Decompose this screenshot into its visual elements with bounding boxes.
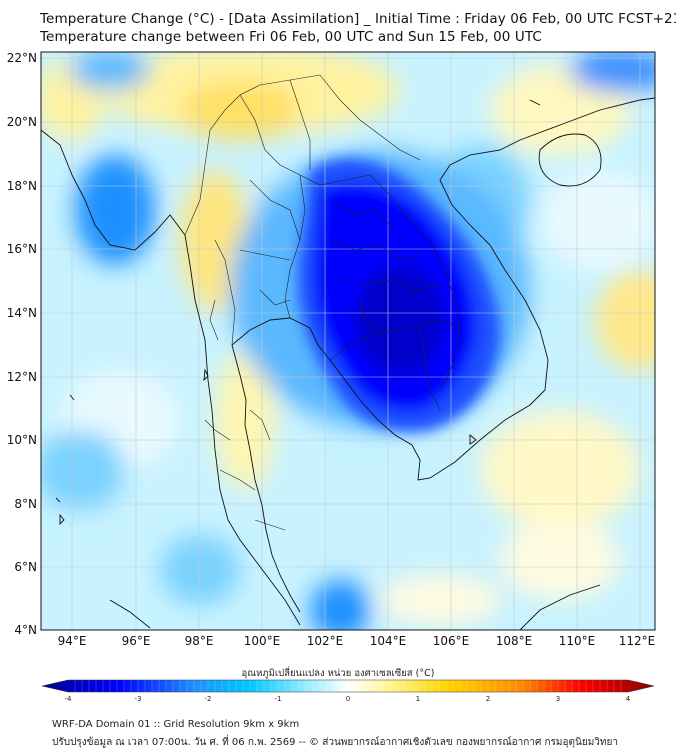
colorbar-tick: -4: [65, 695, 73, 703]
lon-label: 108°E: [496, 634, 533, 648]
lon-label: 94°E: [58, 634, 87, 648]
footer-credit: ปรับปรุงข้อมูล ณ เวลา 07:00น. วัน ศ. ที่…: [52, 737, 618, 748]
lat-label: 18°N: [7, 179, 37, 193]
map-title-line1: Temperature Change (°C) - [Data Assimila…: [40, 11, 676, 27]
colorbar-tick: 4: [626, 695, 631, 703]
colorbar-tick: 3: [556, 695, 560, 703]
lon-label: 98°E: [185, 634, 214, 648]
lon-label: 96°E: [122, 634, 151, 648]
lat-label: 16°N: [7, 242, 37, 256]
colorbar-bar: [41, 679, 655, 693]
lon-label: 100°E: [244, 634, 281, 648]
lat-label: 4°N: [14, 623, 37, 637]
map-frame: [40, 51, 656, 631]
lon-label: 110°E: [559, 634, 596, 648]
footer-model-info: WRF-DA Domain 01 :: Grid Resolution 9km …: [52, 719, 300, 730]
lon-label: 104°E: [370, 634, 407, 648]
latitude-labels: 22°N 20°N 18°N 16°N 14°N 12°N 10°N 8°N 6…: [7, 51, 37, 637]
coastlines: [41, 97, 655, 630]
lat-label: 6°N: [14, 560, 37, 574]
lat-label: 14°N: [7, 306, 37, 320]
lat-label: 20°N: [7, 115, 37, 129]
colorbar-title: อุณหภูมิเปลี่ยนแปลง หน่วย องศาเซลเซียส (…: [241, 668, 435, 679]
colorbar-tick: -1: [275, 695, 282, 703]
colorbar-tick: 0: [346, 695, 350, 703]
lat-label: 12°N: [7, 370, 37, 384]
map-title-line2: Temperature change between Fri 06 Feb, 0…: [40, 29, 542, 45]
colorbar-tick: -2: [205, 695, 212, 703]
lat-label: 8°N: [14, 497, 37, 511]
temperature-field: [41, 52, 655, 630]
longitude-labels: 94°E 96°E 98°E 100°E 102°E 104°E 106°E 1…: [58, 634, 656, 648]
colorbar-tick: 2: [486, 695, 490, 703]
country-borders: [184, 74, 461, 531]
colorbar-tick: 1: [416, 695, 420, 703]
colorbar: -4 -3 -2 -1 0 1 2 3 4: [41, 679, 655, 703]
lon-label: 102°E: [307, 634, 344, 648]
lon-label: 106°E: [433, 634, 470, 648]
colorbar-tick: -3: [135, 695, 142, 703]
graticule: [41, 52, 655, 630]
lon-label: 112°E: [619, 634, 656, 648]
lat-label: 22°N: [7, 51, 37, 65]
lat-label: 10°N: [7, 433, 37, 447]
